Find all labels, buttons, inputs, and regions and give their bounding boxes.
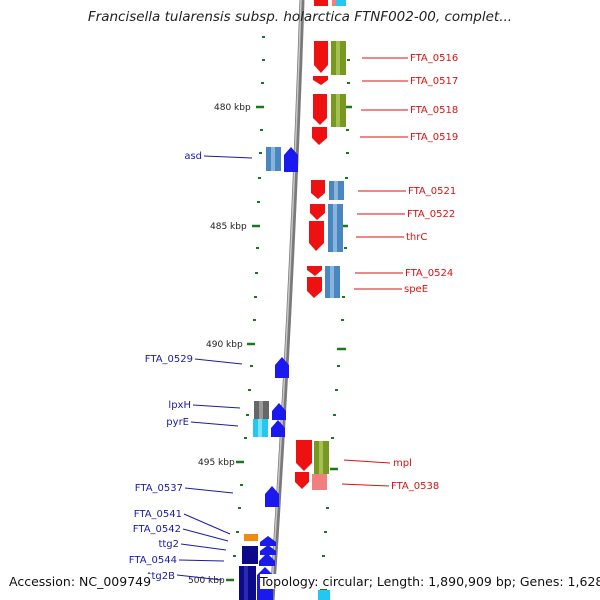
gene-FTA_0538-cds xyxy=(312,474,327,490)
gene-FTA_0517-arrow xyxy=(313,76,328,85)
gene-FTA_0529-arrow xyxy=(275,357,289,378)
label-FTA_0538[interactable]: FTA_0538 xyxy=(391,481,439,492)
label-FTA_0524[interactable]: FTA_0524 xyxy=(405,268,453,279)
gene-ttg2B-cds xyxy=(239,566,256,600)
label-ttg2B[interactable]: ttg2B xyxy=(148,571,176,582)
gene-FTA_0542-arrow xyxy=(260,536,276,546)
gene-FTA_0516-arrow xyxy=(314,41,328,73)
tick-label-485: 485 kbp xyxy=(210,222,247,232)
gene-FTA_0521-cds xyxy=(329,181,344,200)
scale-tick-labels: 480 kbp 485 kbp 490 kbp 495 kbp 500 kbp xyxy=(188,103,251,586)
gene-FTA_0524-arrow xyxy=(307,266,322,276)
label-FTA_0537[interactable]: FTA_0537 xyxy=(135,483,183,494)
label-FTA_0521[interactable]: FTA_0521 xyxy=(408,186,456,197)
label-FTA_0522[interactable]: FTA_0522 xyxy=(407,209,455,220)
gene-FTA_0538-arrow xyxy=(295,472,309,489)
gene-lpxH-arrow xyxy=(272,403,286,420)
label-pyrE[interactable]: pyrE xyxy=(166,417,189,428)
gene-FTA_0524-cds xyxy=(325,266,340,298)
gene-FTA_0516-cds xyxy=(331,41,346,75)
reverse-features xyxy=(239,147,298,600)
major-tick-marks xyxy=(226,105,264,582)
label-FTA_0519[interactable]: FTA_0519 xyxy=(410,132,458,143)
tick-label-490: 490 kbp xyxy=(206,340,243,350)
genome-summary-text: Topology: circular; Length: 1,890,909 bp… xyxy=(260,574,600,589)
label-FTA_0518[interactable]: FTA_0518 xyxy=(410,105,458,116)
gene-FTA_0518-cds xyxy=(331,94,346,127)
gene-FTA_0541-cds xyxy=(244,534,258,541)
inner-tick-marks xyxy=(233,36,265,557)
gene-speE-arrow xyxy=(307,277,322,298)
gene-asd-cds xyxy=(266,147,281,171)
label-FTA_0544[interactable]: FTA_0544 xyxy=(129,555,177,566)
gene-ttg2-arrow xyxy=(260,545,276,555)
right-gene-labels: FTA_0516 FTA_0517 FTA_0518 FTA_0519 FTA_… xyxy=(341,53,458,492)
gene-mpl-arrow xyxy=(296,440,312,471)
gene-FTA_0522-arrow xyxy=(310,204,325,220)
accession-text: Accession: NC_009749 xyxy=(9,574,152,589)
gene-asd-arrow xyxy=(284,147,298,172)
gene-thrC-arrow xyxy=(309,221,324,251)
gene-FTA_0522-cds xyxy=(328,204,343,252)
label-speE[interactable]: speE xyxy=(404,284,428,295)
label-asd[interactable]: asd xyxy=(184,151,202,162)
tick-label-495: 495 kbp xyxy=(198,458,235,468)
left-gene-labels: asd FTA_0529 lpxH pyrE FTA_0537 FTA_0541… xyxy=(129,151,253,582)
label-FTA_0541[interactable]: FTA_0541 xyxy=(134,509,182,520)
gene-pyrE-arrow xyxy=(271,420,285,437)
gene-FTA_0518-arrow xyxy=(313,94,327,125)
map-title: Francisella tularensis subsp. holarctica… xyxy=(87,9,513,25)
gene-FTA_0544-arrow xyxy=(259,553,275,566)
gene-lpxH-cds xyxy=(254,401,269,419)
label-lpxH[interactable]: lpxH xyxy=(168,400,191,411)
backbone-arc xyxy=(269,0,305,600)
tick-label-480: 480 kbp xyxy=(214,103,251,113)
outer-major-ticks xyxy=(320,105,352,592)
gene-mpl-cds xyxy=(314,441,329,474)
gene-FTA_0537-arrow xyxy=(265,486,279,507)
outer-tick-marks xyxy=(322,59,350,557)
gene-FTA_0544-cds xyxy=(242,546,258,564)
tick-label-500: 500 kbp xyxy=(188,576,225,586)
gene-FTA_0521-arrow xyxy=(311,180,325,199)
label-FTA_0542[interactable]: FTA_0542 xyxy=(133,524,181,535)
label-FTA_0529[interactable]: FTA_0529 xyxy=(145,354,193,365)
label-FTA_0516[interactable]: FTA_0516 xyxy=(410,53,458,64)
label-mpl[interactable]: mpl xyxy=(393,458,412,469)
forward-features xyxy=(295,0,346,600)
gene-FTA_0519-arrow xyxy=(312,127,327,145)
gene-pyrE-cds xyxy=(253,419,268,437)
label-thrC[interactable]: thrC xyxy=(406,232,427,243)
label-ttg2[interactable]: ttg2 xyxy=(158,539,179,550)
label-FTA_0517[interactable]: FTA_0517 xyxy=(410,76,458,87)
